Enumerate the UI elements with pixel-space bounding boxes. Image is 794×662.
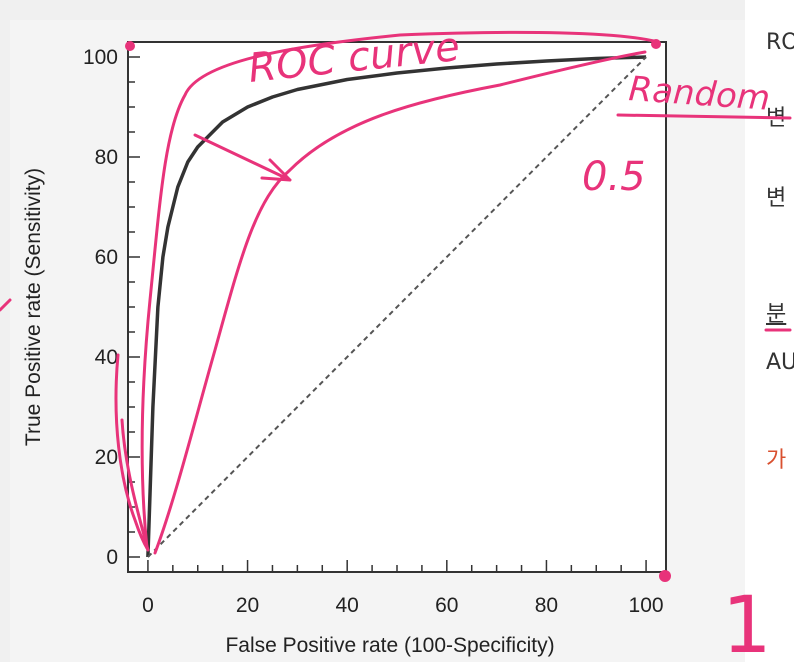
side-text-line: 가	[766, 448, 787, 473]
side-text-line: RO	[766, 30, 794, 55]
tick-labels: 0 20 40 60 80 100 0 20 40 60 80 100	[83, 46, 664, 617]
ink-dot	[659, 570, 671, 582]
roc-curve-line	[146, 55, 647, 558]
y-tick-label: 0	[106, 546, 118, 569]
ink-dots	[125, 39, 671, 582]
ink-arrow	[193, 133, 292, 182]
x-axis-title: False Positive rate (100-Specificity)	[225, 634, 554, 657]
ink-dot	[651, 39, 661, 49]
side-text-line: AU	[766, 350, 794, 375]
x-tick-label: 20	[236, 594, 259, 617]
axis-ticks	[128, 56, 647, 572]
annotation-one: 1	[722, 581, 772, 662]
y-tick-label: 20	[95, 446, 118, 469]
side-text-line: 분	[766, 302, 787, 327]
random-classifier-line	[147, 56, 647, 558]
x-tick-label: 80	[535, 594, 558, 617]
side-text-line: 변	[766, 186, 787, 211]
ink-outer-curve	[140, 30, 660, 550]
x-tick-label: 40	[336, 594, 359, 617]
ink-inner-curve	[153, 50, 647, 555]
ink-random-underline	[616, 113, 792, 120]
x-tick-label: 100	[629, 594, 664, 617]
y-tick-label: 40	[95, 346, 118, 369]
x-tick-label: 0	[142, 594, 154, 617]
y-axis-title: True Positive rate (Sensitivity)	[22, 168, 45, 446]
x-tick-label: 60	[435, 594, 458, 617]
ink-annotations	[0, 30, 792, 555]
y-tick-label: 80	[95, 146, 118, 169]
series-layer	[146, 55, 647, 558]
y-tick-label: 60	[95, 246, 118, 269]
ink-dot	[125, 41, 135, 51]
ink-left-mark	[114, 353, 150, 552]
annotation-random: Random	[627, 69, 771, 119]
annotation-half: 0.5	[582, 154, 646, 200]
y-tick-label: 100	[83, 46, 118, 69]
ink-dash-left	[0, 298, 12, 312]
